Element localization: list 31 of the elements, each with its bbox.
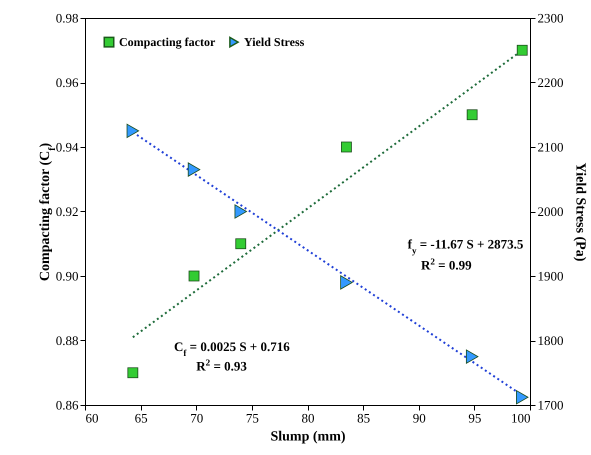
y2-tick-label: 2100 <box>538 140 564 154</box>
y2-tick-label: 2300 <box>538 10 564 26</box>
legend-label: Compacting factor <box>119 35 216 50</box>
y2-tick-label: 2200 <box>538 75 564 90</box>
x-tick-label: 90 <box>412 410 426 426</box>
legend-label: Yield Stress <box>244 35 305 50</box>
y-tick-label: 0.94 <box>56 140 79 154</box>
y-tick-label: 0.88 <box>56 333 78 348</box>
y2-tick-label: 1800 <box>538 333 564 348</box>
x-tick-label: 75 <box>246 410 259 426</box>
x-tick-label: 60 <box>86 410 98 426</box>
annotation: f$_{y}$ = -11.67 S + 2873.5 <box>408 236 524 256</box>
annotation: C$_{f}$ = 0.0025 S + 0.716 <box>174 338 290 358</box>
y-tick-label: 0.90 <box>56 268 78 284</box>
x-tick-label: 100 <box>511 410 530 426</box>
y2-tick-label: 2000 <box>538 204 564 219</box>
y2-tick-label: 1700 <box>538 398 564 412</box>
x-tick-label: 65 <box>134 410 148 426</box>
x-axis-title: Slump (mm) <box>270 430 346 444</box>
y2-tick-label: 1900 <box>538 268 564 284</box>
y2-axis-title: Yield Stress (Pa) <box>572 162 588 262</box>
x-tick-label: 85 <box>357 410 370 426</box>
y-tick-label: 0.86 <box>56 398 79 412</box>
x-tick-label: 95 <box>468 410 482 426</box>
x-tick-label: 70 <box>190 410 204 426</box>
y-tick-label: 0.96 <box>56 75 79 90</box>
y-tick-label: 0.98 <box>56 10 78 26</box>
annotation: R$^{2}$ = 0.93 <box>196 357 248 374</box>
annotation: R$^{2}$ = 0.99 <box>420 256 472 273</box>
x-tick-label: 80 <box>302 410 314 426</box>
y-tick-label: 0.92 <box>56 204 78 219</box>
